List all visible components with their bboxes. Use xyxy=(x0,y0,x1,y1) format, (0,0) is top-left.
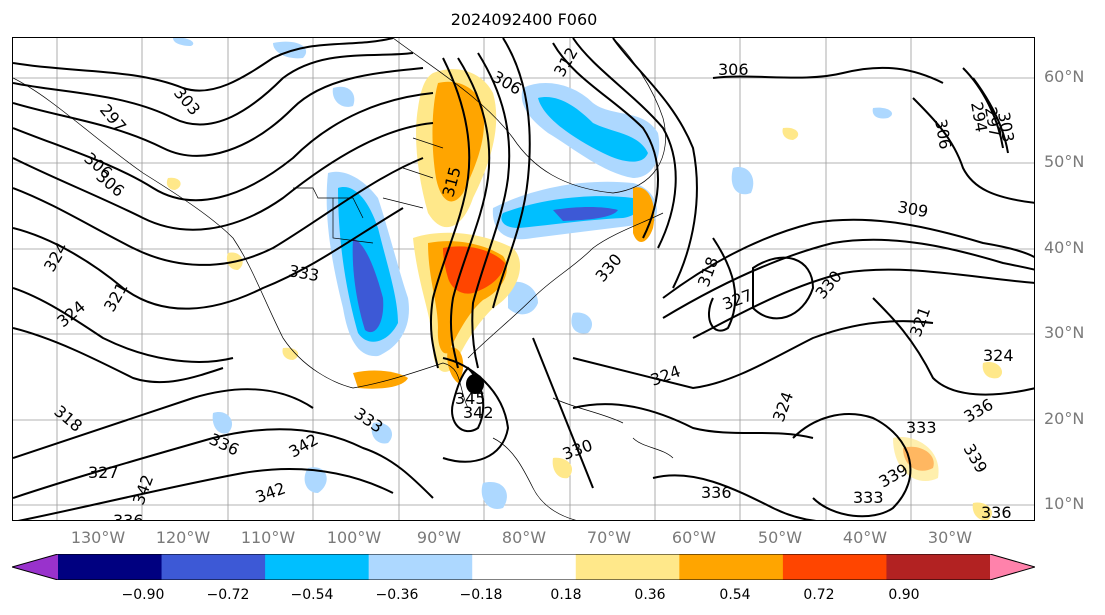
contour-label: 306 xyxy=(931,117,955,150)
contour-label: 318 xyxy=(694,254,722,289)
contour-label: 333 xyxy=(287,261,320,285)
height-contours xyxy=(13,38,1034,520)
colorbar-segment xyxy=(161,554,266,580)
contour-label: 330 xyxy=(560,435,595,463)
colorbar-tick: −0.18 xyxy=(459,587,503,603)
contour-label: 342 xyxy=(463,403,494,422)
contour-label: 303 xyxy=(994,110,1018,143)
lat-label-10n: 10°N xyxy=(1044,494,1085,513)
contour-label: 342 xyxy=(129,472,157,507)
colorbar-extend-min xyxy=(12,554,58,580)
lon-label-60w: 60°W xyxy=(671,528,717,547)
lon-label-50w: 50°W xyxy=(757,528,803,547)
map-title: 2024092400 F060 xyxy=(450,10,598,29)
lon-label-80w: 80°W xyxy=(501,528,547,547)
lat-label-60n: 60°N xyxy=(1044,67,1085,86)
colorbar-segment xyxy=(782,554,887,580)
colorbar-tick: 0.36 xyxy=(634,587,666,603)
contour-label: 324 xyxy=(769,389,797,424)
shading-positive xyxy=(166,69,1003,520)
colorbar-tick: 0.72 xyxy=(803,587,835,603)
contour-label: 336 xyxy=(981,503,1012,521)
colorbar-segments xyxy=(12,554,1035,580)
contour-label: 336 xyxy=(961,395,997,427)
colorbar-tick: 0.54 xyxy=(719,587,751,603)
map-frame: 297 303 306 312 306 294 297 303 306 309 … xyxy=(12,37,1035,521)
lon-label-90w: 90°W xyxy=(416,528,462,547)
contour-label: 342 xyxy=(253,478,288,506)
lon-label-70w: 70°W xyxy=(586,528,632,547)
colorbar-segment xyxy=(265,554,370,580)
contour-label: 330 xyxy=(592,250,626,286)
contour-label: 312 xyxy=(550,44,582,80)
shading-negative xyxy=(173,38,893,509)
lon-label-100w: 100°W xyxy=(326,528,382,547)
contour-label: 321 xyxy=(100,279,132,315)
colorbar-segment xyxy=(58,554,163,580)
colorbar-tick: −0.72 xyxy=(206,587,250,603)
map-canvas: 297 303 306 312 306 294 297 303 306 309 … xyxy=(13,38,1034,521)
colorbar-tick: 0.18 xyxy=(550,587,582,603)
lon-label-40w: 40°W xyxy=(842,528,888,547)
colorbar-segment xyxy=(575,554,680,580)
contour-label: 324 xyxy=(40,239,72,275)
colorbar-segment xyxy=(368,554,473,580)
contour-label: 324 xyxy=(648,361,683,389)
lat-label-30n: 30°N xyxy=(1044,323,1085,342)
contour-label: 342 xyxy=(286,430,322,462)
lon-label-30w: 30°W xyxy=(927,528,973,547)
lon-label-120w: 120°W xyxy=(155,528,211,547)
colorbar-tick: −0.36 xyxy=(375,587,419,603)
contour-label: 336 xyxy=(113,511,144,521)
colorbar-segment xyxy=(472,554,577,580)
contour-label: 324 xyxy=(983,346,1014,365)
lat-label-40n: 40°N xyxy=(1044,238,1085,257)
contour-label: 303 xyxy=(170,83,204,119)
colorbar-extend-max xyxy=(990,554,1035,580)
contour-label: 345 xyxy=(455,389,486,408)
contour-label: 336 xyxy=(701,483,732,502)
low-center xyxy=(466,374,484,394)
colorbar-tick: −0.90 xyxy=(121,587,165,603)
colorbar-tick: −0.54 xyxy=(290,587,334,603)
colorbar-tick: 0.90 xyxy=(888,587,920,603)
contour-label: 306 xyxy=(718,60,749,79)
contour-label: 333 xyxy=(853,488,884,507)
coastlines xyxy=(13,38,674,520)
lat-label-50n: 50°N xyxy=(1044,152,1085,171)
contour-label: 318 xyxy=(50,402,86,436)
lon-label-130w: 130°W xyxy=(70,528,126,547)
contour-label: 297 xyxy=(96,100,130,136)
colorbar-segment xyxy=(679,554,784,580)
colorbar-segment xyxy=(886,554,991,580)
contour-label: 330 xyxy=(812,267,846,303)
lat-label-20n: 20°N xyxy=(1044,409,1085,428)
lon-label-110w: 110°W xyxy=(240,528,296,547)
contour-label: 333 xyxy=(906,418,937,437)
colorbar xyxy=(12,554,1035,580)
contour-label: 339 xyxy=(960,441,992,477)
contour-label: 309 xyxy=(896,197,929,221)
contour-label: 327 xyxy=(88,463,119,482)
